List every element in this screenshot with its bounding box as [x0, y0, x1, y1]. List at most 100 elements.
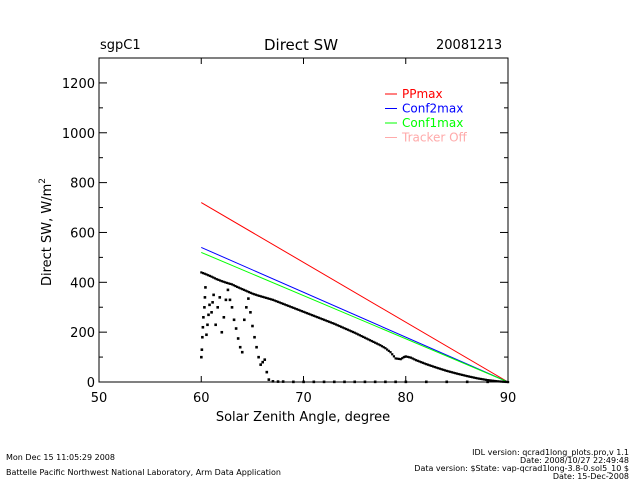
observation-point: [396, 357, 399, 360]
observation-point: [454, 372, 457, 375]
observation-point: [309, 313, 312, 316]
axes-group: 50 60 70 80 90 0 200 400 600 800 1000 1200: [62, 57, 516, 406]
observation-point: [222, 280, 225, 283]
observation-point: [295, 308, 298, 311]
footer-idl-version: IDL version: qcrad1long_plots.pro,v 1.1: [472, 448, 629, 457]
observation-point: [345, 327, 348, 331]
observation-point: [432, 365, 435, 368]
observation-point: [218, 279, 222, 282]
observation-point: [459, 373, 462, 376]
observation-point: [201, 325, 205, 329]
x-tick-label: 50: [91, 391, 108, 406]
observation-point: [316, 316, 319, 319]
observation-point: [365, 337, 368, 340]
observation-point: [214, 323, 217, 327]
observation-point: [438, 367, 442, 370]
observation-point: [372, 340, 375, 343]
observation-point: [377, 343, 380, 346]
observation-point: [263, 358, 267, 361]
observation-point: [245, 306, 248, 309]
observation-point: [380, 345, 384, 348]
x-tick-label: 80: [397, 391, 414, 406]
observation-point: [317, 316, 321, 319]
observation-point: [278, 301, 281, 304]
footer-data-version: Data version: $State: vap-qcrad1long-3.8…: [414, 464, 629, 473]
observation-point: [363, 336, 367, 339]
observation-point: [500, 380, 503, 383]
observation-point: [302, 380, 305, 384]
observation-point: [457, 372, 460, 376]
observation-point: [404, 355, 407, 358]
observation-point: [232, 318, 236, 322]
y-tick-label: 1000: [62, 127, 95, 142]
observation-point: [332, 380, 336, 384]
observation-point: [435, 366, 438, 369]
observation-point: [281, 380, 285, 383]
observation-point: [474, 376, 477, 380]
observation-point: [203, 272, 206, 275]
observation-point: [229, 282, 232, 286]
observation-point: [443, 369, 447, 372]
observation-point: [276, 380, 280, 383]
y-tick-label: 600: [70, 226, 95, 241]
observation-point: [503, 380, 506, 383]
observation-point: [370, 339, 373, 343]
x-tick-label: 60: [193, 391, 210, 406]
observation-point: [360, 334, 363, 338]
observation-point: [476, 377, 479, 380]
observation-point: [394, 380, 397, 384]
observation-point: [200, 355, 203, 359]
observation-point: [228, 298, 232, 302]
observation-point: [418, 360, 421, 363]
observation-point: [404, 380, 408, 384]
observation-point: [225, 281, 229, 285]
observation-point: [292, 380, 295, 384]
observation-point: [249, 311, 252, 314]
observation-point: [326, 320, 329, 323]
observation-point: [234, 327, 238, 330]
observation-point: [200, 348, 204, 351]
observation-point: [472, 376, 476, 379]
observation-point: [314, 315, 317, 318]
observation-point: [343, 327, 346, 330]
observation-point: [230, 306, 234, 309]
observation-point: [445, 369, 448, 372]
observation-point: [348, 329, 351, 332]
observation-point: [230, 283, 234, 286]
footer-timestamp: Mon Dec 15 11:05:29 2008: [6, 453, 115, 462]
observation-point: [336, 324, 339, 327]
observation-point: [409, 356, 413, 359]
y-tick-label: 1200: [62, 77, 95, 92]
observation-point: [259, 363, 262, 366]
observation-point: [207, 274, 210, 277]
observation-point: [220, 330, 224, 334]
observation-point: [237, 286, 240, 289]
observation-point: [234, 284, 237, 288]
observation-point: [253, 293, 256, 296]
observation-point: [287, 304, 290, 307]
observation-point: [449, 370, 452, 373]
observation-point: [266, 297, 269, 300]
observation-point: [379, 344, 382, 347]
observation-point: [425, 363, 428, 366]
observation-point: [324, 319, 327, 322]
observation-point: [384, 380, 387, 384]
observation-point: [210, 311, 213, 314]
observation-point: [205, 273, 208, 276]
observation-point: [351, 330, 355, 334]
observation-point: [290, 306, 293, 309]
date-label: 20081213: [436, 38, 503, 53]
observation-point: [416, 359, 419, 362]
observation-point: [498, 380, 501, 383]
observation-point: [489, 379, 493, 382]
observation-point: [312, 314, 315, 317]
observation-point: [321, 318, 324, 321]
observation-point: [382, 346, 385, 349]
observation-point: [282, 302, 285, 305]
observation-point: [413, 358, 416, 361]
footer-institution: Battelle Pacific Northwest National Labo…: [6, 468, 281, 477]
observation-point: [238, 345, 242, 349]
observation-point: [273, 299, 276, 302]
observation-point: [208, 303, 211, 307]
